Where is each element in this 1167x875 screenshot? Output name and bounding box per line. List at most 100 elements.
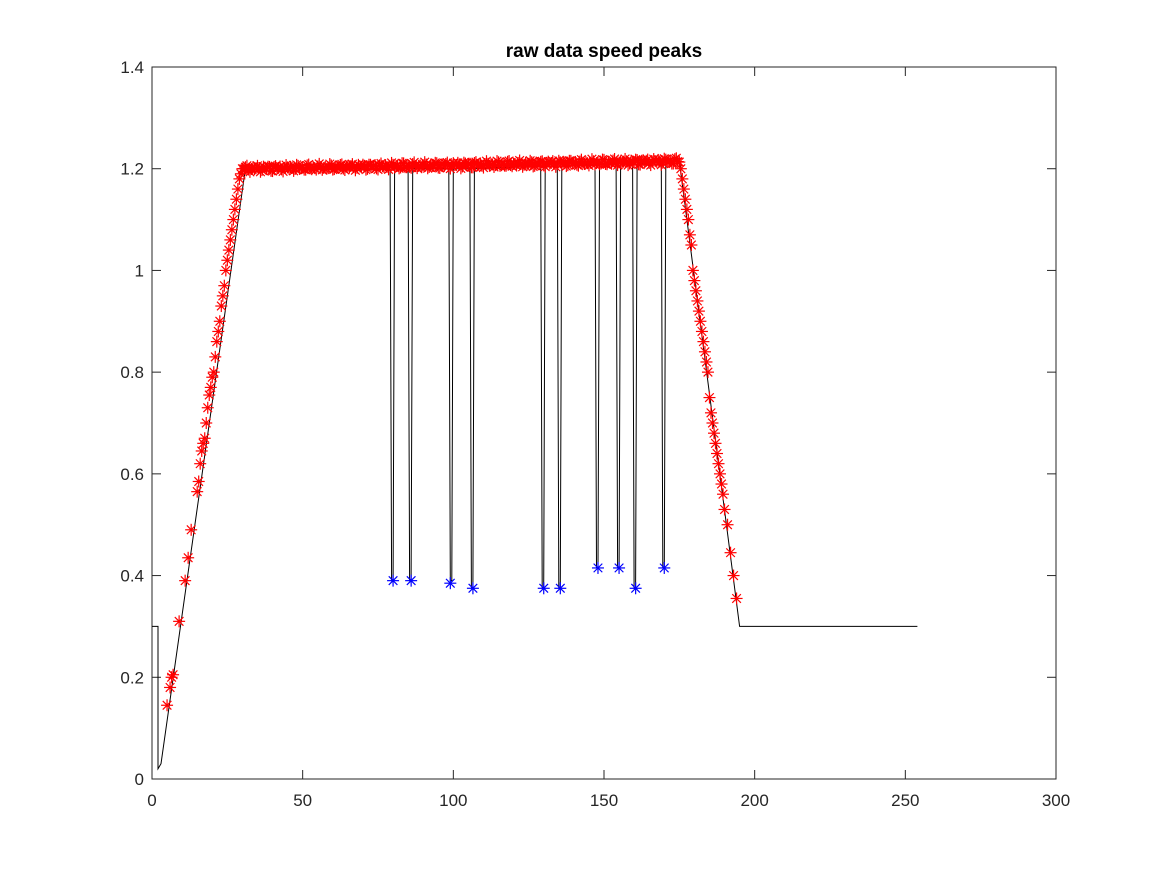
y-tick-label: 1.4 <box>120 58 144 77</box>
red-peak-marker <box>703 391 716 404</box>
blue-dip-marker <box>466 582 479 595</box>
red-peak-marker <box>714 467 727 480</box>
red-peak-marker <box>222 244 235 257</box>
red-peak-marker <box>698 345 711 358</box>
red-peak-marker <box>718 503 731 516</box>
red-peak-marker <box>730 592 743 605</box>
red-peak-marker <box>164 681 177 694</box>
red-peak-marker <box>683 228 696 241</box>
red-peak-marker <box>194 457 207 470</box>
red-peak-marker <box>191 485 204 498</box>
red-peak-marker <box>688 274 701 287</box>
red-peak-marker <box>701 366 714 379</box>
red-peak-marker <box>707 427 720 440</box>
red-peak-marker <box>209 350 222 363</box>
axes-box <box>151 66 1057 780</box>
red-peak-marker <box>691 294 704 307</box>
red-peak-marker <box>212 325 225 338</box>
x-tick-label: 300 <box>1042 791 1070 810</box>
red-peak-marker <box>218 279 231 292</box>
y-tick-label: 0.4 <box>120 567 144 586</box>
red-peak-marker <box>230 193 243 206</box>
y-tick-label: 1.2 <box>120 160 144 179</box>
red-peak-marker <box>161 699 174 712</box>
red-peak-marker <box>213 315 226 328</box>
red-peak-marker <box>207 366 220 379</box>
red-peak-marker <box>679 193 692 206</box>
red-peak-marker <box>715 478 728 491</box>
red-peak-marker <box>676 172 689 185</box>
red-peak-marker <box>680 203 693 216</box>
y-tick-label: 0.2 <box>120 668 144 687</box>
red-peak-marker <box>682 213 695 226</box>
red-peak-marker <box>228 203 241 216</box>
red-peak-marker <box>700 355 713 368</box>
red-peak-marker <box>711 447 723 460</box>
red-peak-marker <box>182 551 195 564</box>
red-peak-marker <box>695 325 708 338</box>
blue-dip-marker <box>537 582 550 595</box>
y-axis: 0 0.2 0.4 0.6 0.8 1 1.2 1.4 <box>120 58 1056 789</box>
red-peak-marker <box>697 335 710 348</box>
blue-dip-marker <box>591 561 604 574</box>
red-peak-marker <box>198 432 211 445</box>
series-layer <box>152 160 918 771</box>
red-peak-marker <box>685 239 698 251</box>
x-tick-label: 200 <box>740 791 768 810</box>
red-peak-marker <box>173 615 186 628</box>
chart-title: raw data speed peaks <box>506 41 702 62</box>
x-tick-label: 100 <box>439 791 467 810</box>
red-peak-marker <box>706 417 719 429</box>
red-peak-marker <box>179 574 192 587</box>
blue-dip-marker <box>658 561 671 574</box>
red-peak-marker <box>677 183 690 196</box>
y-tick-label: 0.8 <box>120 363 144 382</box>
red-peak-marker <box>200 417 213 429</box>
red-peak-marker <box>717 488 730 501</box>
red-peak-marker <box>221 254 234 267</box>
blue-dip-marker <box>444 577 457 590</box>
red-peak-marker <box>727 569 740 582</box>
x-tick-label: 50 <box>293 791 312 810</box>
y-tick-label: 0 <box>135 770 144 789</box>
speed-line <box>152 160 918 771</box>
marker-layer <box>161 152 743 712</box>
red-peak-marker <box>704 406 717 419</box>
red-peak-marker <box>192 475 205 488</box>
x-tick-label: 150 <box>590 791 618 810</box>
red-peak-marker <box>203 389 216 402</box>
y-tick-label: 0.6 <box>120 465 144 484</box>
blue-dip-marker <box>554 582 567 595</box>
x-tick-label: 250 <box>891 791 919 810</box>
plot-area <box>151 66 1057 780</box>
x-tick-label: 0 <box>147 791 156 810</box>
red-peak-marker <box>185 523 198 536</box>
red-peak-marker <box>167 668 180 681</box>
red-peak-marker <box>709 437 722 450</box>
red-peak-marker <box>692 305 705 318</box>
red-peak-marker <box>219 264 232 277</box>
red-peak-marker <box>195 444 208 457</box>
red-peak-marker <box>204 381 217 394</box>
red-peak-marker <box>224 233 237 246</box>
blue-dip-marker <box>613 561 626 574</box>
blue-dip-marker <box>387 574 400 587</box>
red-peak-marker <box>216 289 229 302</box>
red-peak-marker <box>686 264 699 277</box>
y-tick-label: 1 <box>135 261 144 280</box>
red-peak-marker <box>231 183 244 196</box>
red-peak-marker <box>227 213 240 226</box>
red-peak-marker <box>210 335 223 348</box>
red-peak-marker <box>201 401 214 414</box>
red-peak-marker <box>689 284 702 297</box>
blue-dip-marker <box>629 582 642 595</box>
red-peak-marker <box>724 546 737 559</box>
red-peak-marker <box>721 518 734 531</box>
blue-dip-marker <box>405 574 418 587</box>
red-peak-marker <box>215 300 228 313</box>
red-peak-marker <box>712 457 725 470</box>
red-peak-marker <box>225 223 238 236</box>
red-peak-marker <box>694 315 707 328</box>
red-plateau-marker <box>673 156 686 169</box>
